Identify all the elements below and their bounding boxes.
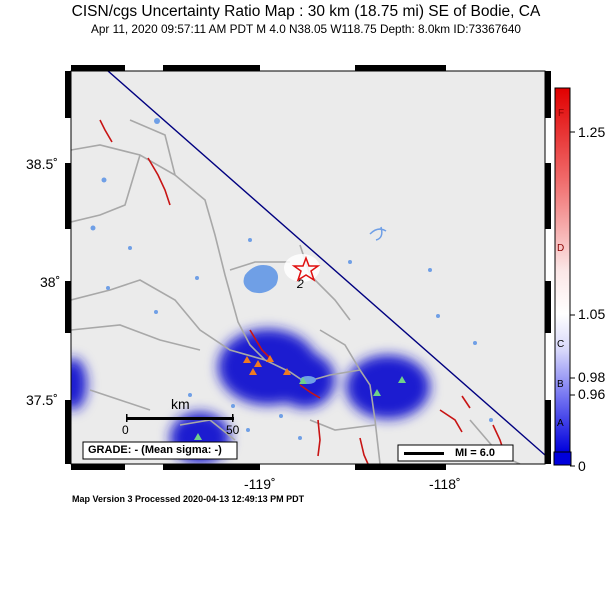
scale-bar-start: 0 [122, 423, 129, 437]
station-marker [398, 376, 406, 383]
colorbar-value-0-96: 0.96 [578, 386, 606, 402]
station-marker [373, 389, 381, 396]
scale-bar-unit: km [171, 396, 190, 412]
colorbar-value-1-05: 1.05 [578, 306, 606, 322]
epicenter-halo [284, 254, 320, 282]
station-marker [266, 355, 274, 362]
station-marker [254, 360, 262, 367]
map-subtitle: Apr 11, 2020 09:57:11 AM PDT M 4.0 N38.0… [91, 22, 521, 36]
mi-legend-line [404, 452, 444, 455]
map-title: CISN/cgs Uncertainty Ratio Map : 30 km (… [71, 3, 541, 20]
lat-label-38-5: 38.5˚ [26, 156, 58, 172]
mi-legend-label: MI = 6.0 [455, 447, 496, 459]
station-marker [194, 433, 202, 440]
lon-label-118: -118˚ [429, 476, 461, 492]
station-marker [299, 377, 307, 384]
colorbar-letter-c: C [557, 339, 565, 350]
colorbar-letter-b: B [557, 379, 564, 390]
map-frame-ticks [65, 65, 551, 470]
lon-label-119: -119˚ [244, 476, 276, 492]
map-frame [70, 70, 546, 465]
station-marker [283, 368, 291, 375]
colorbar-value-0: 0 [578, 458, 586, 474]
water-bodies [90, 118, 493, 440]
station-marker [249, 368, 257, 375]
grade-label: GRADE: - (Mean sigma: -) [88, 444, 222, 456]
colorbar [553, 87, 575, 467]
station-marker [243, 356, 251, 363]
lat-label-37-5: 37.5˚ [26, 392, 58, 408]
mi-legend-box [397, 444, 514, 462]
lat-label-38: 38˚ [40, 274, 61, 290]
grade-box [82, 441, 238, 460]
state-boundary-line [107, 71, 545, 456]
map-area [71, 71, 545, 464]
colorbar-letter-d: D [557, 243, 565, 254]
colorbar-value-0-98: 0.98 [578, 369, 606, 385]
station-symbol-label: 2 [297, 277, 304, 291]
colorbar-value-1-25: 1.25 [578, 124, 606, 140]
processing-footer: Map Version 3 Processed 2020-04-13 12:49… [72, 494, 305, 504]
epicenter-star-icon [291, 255, 321, 282]
station-markers [194, 355, 406, 440]
colorbar-letter-a: A [557, 418, 564, 429]
scale-bar [126, 414, 234, 422]
lake-outline [369, 226, 387, 241]
colorbar-letter-f: F [558, 108, 565, 119]
scale-bar-end: 50 [226, 423, 240, 437]
